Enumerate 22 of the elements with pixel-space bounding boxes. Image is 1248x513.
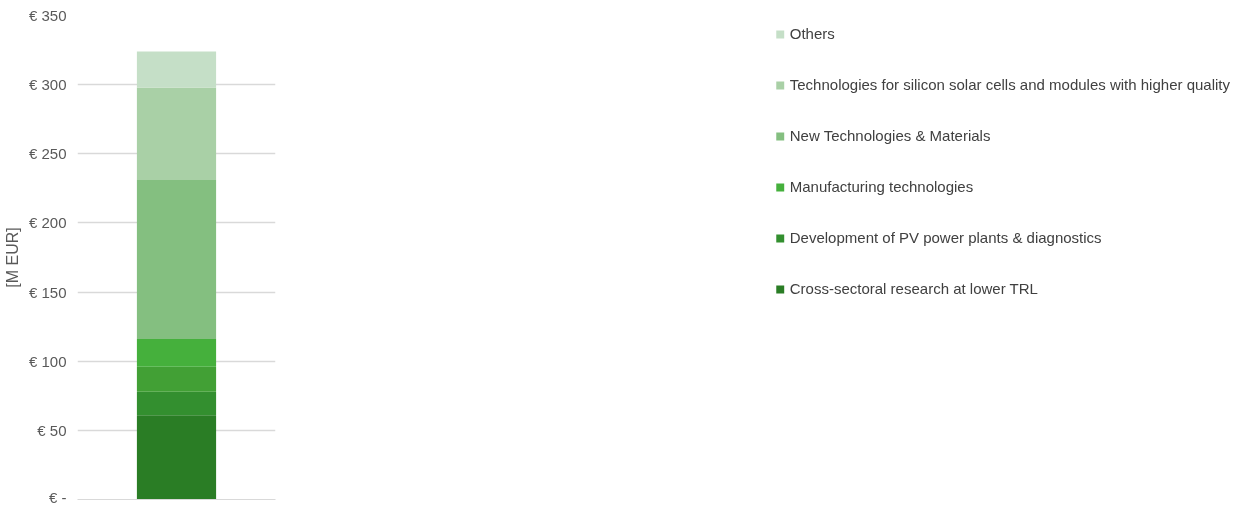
- bar: [136, 87, 217, 181]
- legend-label: Others: [789, 25, 835, 42]
- bar: [136, 180, 217, 340]
- legend-label: Technologies for silicon solar cells and modules with higher quality: [789, 76, 1230, 93]
- legend-label: New Technologies & Materials: [789, 127, 991, 144]
- legend-label: Cross-sectoral research at lower TRL: [789, 280, 1038, 297]
- y-tick-label: € -: [49, 488, 67, 506]
- y-tick-label: € 150: [28, 283, 67, 301]
- y-tick-label: € 50: [37, 421, 67, 439]
- legend-label: Manufacturing technologies: [789, 178, 974, 195]
- y-axis-title: [M EUR]: [3, 227, 21, 288]
- bar: [136, 366, 217, 392]
- bar: [136, 51, 217, 88]
- y-tick-label: € 200: [28, 214, 67, 232]
- bar: [136, 391, 217, 416]
- y-tick-label: € 100: [28, 352, 67, 370]
- y-tick-label: € 250: [28, 145, 67, 163]
- bar: [136, 415, 217, 500]
- y-tick-label: € 300: [28, 76, 67, 94]
- legend-label: Development of PV power plants & diagnostics: [789, 229, 1102, 246]
- bar: [136, 339, 217, 367]
- y-tick-label: € 350: [28, 7, 67, 24]
